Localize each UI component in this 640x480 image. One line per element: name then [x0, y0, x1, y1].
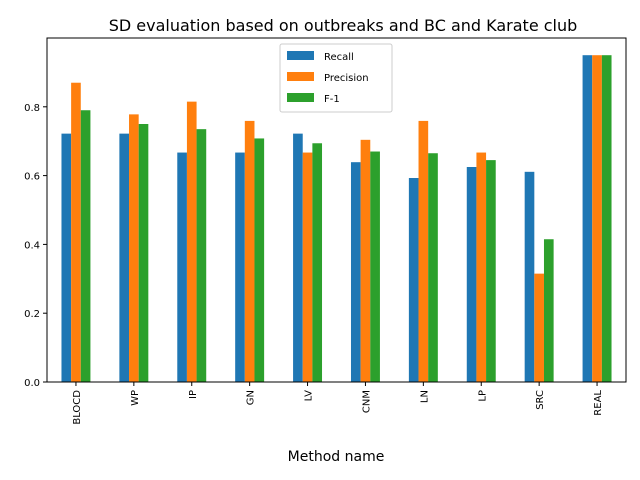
bar-precision-real: [592, 55, 602, 382]
bar-f-1-gn: [254, 138, 265, 382]
bar-precision-wp: [129, 114, 139, 383]
bar-recall-ip: [177, 152, 187, 382]
bar-f-1-wp: [138, 124, 149, 382]
x-axis: BLOCD WP IP GN LV CNM LN LP SRC REAL: [72, 382, 604, 425]
y-axis: 0.0 0.2 0.4 0.6 0.8: [24, 103, 47, 389]
bar-f-1-cnm: [370, 151, 380, 382]
y-tick-label: 0.8: [24, 103, 40, 114]
x-tick-label: IP: [188, 390, 199, 399]
legend-swatch: [287, 51, 314, 60]
bar-recall-real: [582, 55, 593, 382]
bar-recall-wp: [119, 133, 130, 382]
bar-recall-ln: [408, 178, 419, 382]
bar-f-1-real: [601, 55, 612, 382]
bar-f-1-lv: [312, 143, 323, 382]
bar-f-1-src: [543, 239, 554, 382]
legend-swatch: [287, 93, 314, 102]
x-tick-label: LP: [477, 390, 488, 402]
bar-recall-lv: [293, 133, 303, 382]
x-axis-label: Method name: [288, 449, 385, 465]
x-tick-label: LV: [304, 390, 315, 401]
legend-label: Recall: [324, 52, 354, 63]
legend: Recall Precision F-1: [279, 43, 393, 113]
legend-swatch: [287, 72, 314, 81]
bar-recall-src: [524, 171, 535, 382]
plot-area: [46, 37, 627, 383]
x-tick-label: CNM: [361, 390, 372, 413]
bar-recall-cnm: [350, 162, 361, 382]
bar-recall-lp: [466, 167, 477, 382]
chart-title: SD evaluation based on outbreaks and BC …: [109, 16, 578, 35]
bar-precision-blocd: [71, 82, 81, 382]
bar-precision-ip: [186, 101, 197, 382]
x-tick-label: BLOCD: [72, 390, 83, 425]
legend-label: F-1: [324, 94, 340, 105]
bar-f-1-blocd: [80, 110, 91, 383]
y-tick-label: 0.2: [24, 309, 40, 320]
bar-f-1-ip: [196, 129, 207, 382]
x-tick-label: SRC: [535, 390, 546, 410]
bar-precision-ln: [418, 120, 429, 383]
x-tick-label: LN: [419, 390, 430, 403]
x-tick-label: GN: [246, 390, 257, 405]
bar-precision-lp: [476, 152, 487, 382]
bar-f-1-ln: [428, 153, 438, 382]
bar-f-1-lp: [486, 160, 496, 382]
plot-frame: [46, 37, 627, 383]
x-tick-label: WP: [130, 390, 141, 406]
bar-recall-gn: [235, 152, 245, 382]
y-tick-label: 0.4: [24, 240, 40, 251]
x-tick-label: REAL: [593, 390, 604, 416]
legend-label: Precision: [324, 73, 369, 84]
y-tick-label: 0.0: [24, 378, 40, 389]
bar-precision-gn: [244, 120, 255, 383]
bar-precision-cnm: [360, 139, 371, 382]
y-tick-label: 0.6: [24, 172, 40, 183]
bar-precision-src: [534, 273, 544, 382]
bar-recall-blocd: [61, 133, 72, 382]
bar-precision-lv: [302, 152, 313, 382]
